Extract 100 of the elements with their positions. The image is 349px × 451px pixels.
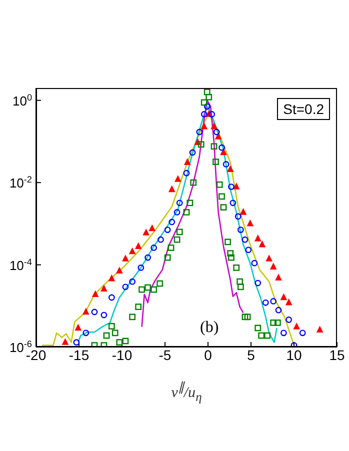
point <box>242 236 248 243</box>
point <box>254 280 262 286</box>
point <box>196 128 203 136</box>
point <box>220 204 227 211</box>
point <box>218 193 225 200</box>
point <box>227 250 234 257</box>
point <box>129 248 136 254</box>
x-tick-label: -10 <box>112 347 132 363</box>
point <box>218 144 225 151</box>
point <box>270 263 276 270</box>
point <box>200 99 208 106</box>
point <box>184 158 190 165</box>
point <box>270 298 277 304</box>
point <box>174 176 181 182</box>
point <box>176 200 183 206</box>
point <box>100 312 108 318</box>
point <box>200 111 208 118</box>
point <box>299 330 306 336</box>
point <box>245 246 252 254</box>
point <box>210 123 218 130</box>
x-tick-label: 15 <box>329 347 345 363</box>
point <box>92 290 98 298</box>
point <box>122 338 129 344</box>
point <box>135 304 142 310</box>
point <box>234 213 242 220</box>
point <box>254 324 262 332</box>
point <box>210 143 218 150</box>
point <box>108 294 115 301</box>
x-axis-title: v$^{∥}$/u$_{η}$ <box>170 379 203 405</box>
point <box>275 306 282 314</box>
point <box>135 242 142 250</box>
point <box>158 236 164 243</box>
y-tick-label: 10$^{-2}$ <box>9 174 32 191</box>
point <box>213 128 220 136</box>
point <box>237 284 244 290</box>
point <box>264 332 271 339</box>
x-tick-label: 10 <box>286 347 302 363</box>
point <box>186 200 194 206</box>
point <box>240 208 246 215</box>
point <box>103 332 110 339</box>
point <box>215 133 222 140</box>
point <box>183 209 190 216</box>
point <box>164 254 171 261</box>
point <box>122 255 129 262</box>
point <box>230 200 236 206</box>
point <box>280 294 287 300</box>
point <box>293 323 300 330</box>
point <box>262 299 269 306</box>
point <box>228 254 234 261</box>
point <box>116 339 123 346</box>
point <box>138 286 145 293</box>
point <box>275 274 282 280</box>
point <box>168 186 175 192</box>
point <box>228 184 234 190</box>
point <box>201 123 208 130</box>
point <box>164 226 171 233</box>
point <box>204 88 210 96</box>
point <box>190 179 197 186</box>
point <box>258 332 265 339</box>
y-tick-label: 10$^{-4}$ <box>9 256 32 273</box>
point <box>237 226 244 233</box>
point <box>290 342 298 347</box>
point <box>204 103 210 110</box>
point <box>156 280 164 287</box>
annotation: St=0.2 <box>277 98 330 120</box>
point <box>100 285 108 292</box>
point <box>316 326 323 333</box>
point <box>108 323 115 330</box>
point <box>274 320 281 326</box>
point <box>116 267 123 274</box>
point <box>100 342 108 347</box>
x-tick-label: 5 <box>247 347 256 363</box>
point <box>144 254 151 261</box>
point <box>82 330 90 336</box>
point <box>73 339 80 346</box>
point <box>227 166 234 172</box>
x-tick-label: -5 <box>158 347 172 363</box>
point <box>149 224 156 232</box>
point <box>129 314 136 320</box>
point <box>266 255 272 262</box>
point <box>176 228 183 236</box>
point <box>233 264 240 271</box>
point <box>198 141 204 148</box>
point <box>244 314 251 320</box>
point <box>82 308 89 315</box>
point <box>206 94 212 100</box>
point <box>242 314 248 320</box>
point <box>174 236 180 243</box>
point <box>138 264 144 271</box>
point <box>280 330 287 336</box>
point <box>233 183 240 190</box>
point <box>208 111 216 118</box>
point <box>168 244 174 251</box>
point <box>286 316 292 323</box>
point <box>144 284 151 291</box>
point <box>142 229 150 236</box>
point <box>183 170 190 176</box>
point <box>247 220 254 226</box>
point <box>174 209 180 216</box>
point <box>189 149 196 156</box>
